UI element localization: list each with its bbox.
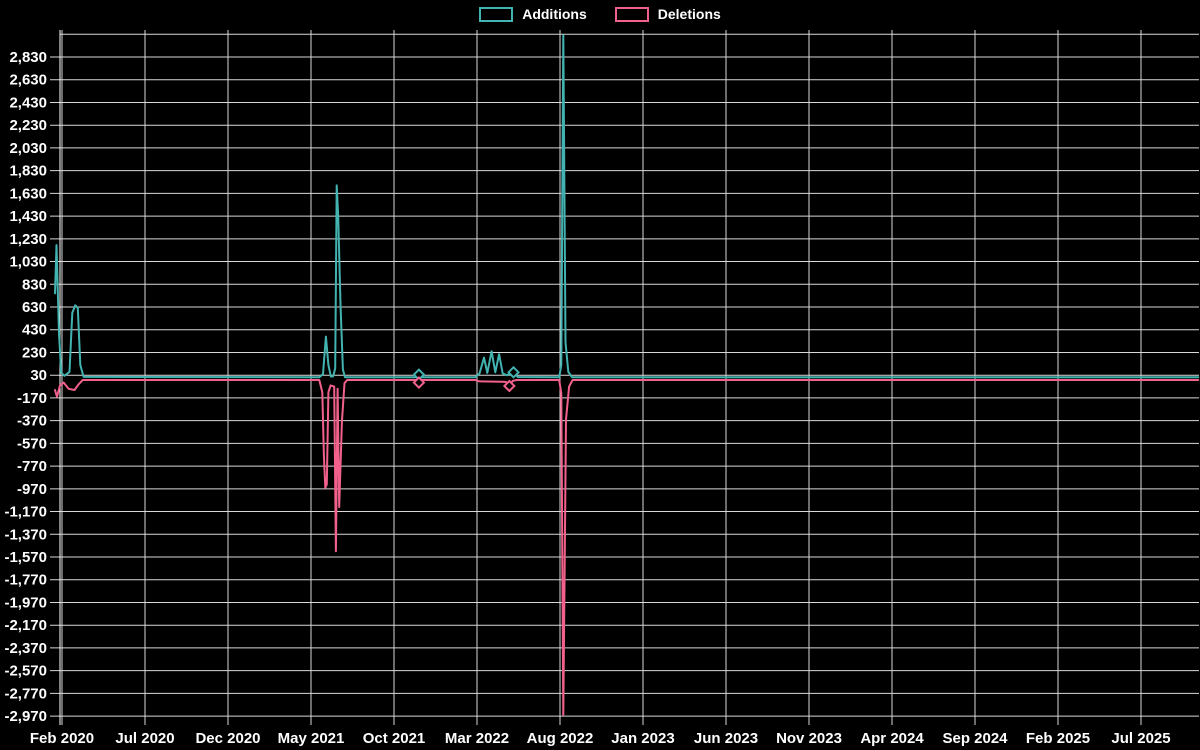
x-tick-label: Sep 2024 <box>942 730 1008 747</box>
x-tick-label: Oct 2021 <box>363 730 426 747</box>
y-tick-label: 2,830 <box>9 49 47 66</box>
legend-label-additions: Additions <box>522 6 587 22</box>
y-tick-label: -770 <box>17 458 47 475</box>
x-tick-label: Jun 2023 <box>694 730 758 747</box>
y-tick-label: 2,630 <box>9 72 47 89</box>
y-tick-label: -170 <box>17 390 47 407</box>
deletions-marker-icon <box>412 376 426 389</box>
y-tick-label: -2,970 <box>4 708 47 725</box>
x-tick-label: Nov 2023 <box>776 730 842 747</box>
x-axis-labels: Feb 2020 Jul 2020 Dec 2020 May 2021 Oct 2021… <box>30 730 1171 747</box>
y-tick-label: 2,030 <box>9 140 47 157</box>
y-tick-label: 1,030 <box>9 254 47 271</box>
additions-swatch-icon <box>479 6 514 22</box>
deletions-marker-icon <box>502 379 516 393</box>
y-tick-label: -2,570 <box>4 663 47 680</box>
y-tick-label: -1,370 <box>4 526 47 543</box>
additions-marker-icon <box>507 365 520 379</box>
x-tick-label: Jul 2020 <box>115 730 174 747</box>
y-tick-label: -1,170 <box>4 504 47 521</box>
y-tick-label: -370 <box>17 413 47 430</box>
x-tick-label: Mar 2022 <box>445 730 509 747</box>
y-tick-label: 430 <box>22 322 47 339</box>
y-tick-label: 230 <box>22 344 47 361</box>
legend-item-deletions[interactable]: Deletions <box>614 6 721 22</box>
x-tick-label: Jan 2023 <box>611 730 674 747</box>
legend-label-deletions: Deletions <box>657 6 721 22</box>
x-tick-label: May 2021 <box>278 730 345 747</box>
y-tick-label: -2,170 <box>4 617 47 634</box>
x-tick-label: Feb 2020 <box>30 730 94 747</box>
deletions-line <box>54 379 1200 716</box>
y-tick-label: -2,770 <box>4 685 47 702</box>
deletions-swatch-icon <box>614 6 649 22</box>
y-tick-label: 1,630 <box>9 185 47 202</box>
additions-line <box>54 34 1200 379</box>
y-tick-label: -1,970 <box>4 594 47 611</box>
y-axis-labels: 2,830 2,630 2,430 2,230 2,030 1,830 1,630 1,430… <box>4 49 47 725</box>
y-tick-label: -570 <box>17 435 47 452</box>
y-tick-label: -970 <box>17 481 47 498</box>
y-tick-label: 830 <box>22 276 47 293</box>
y-tick-label: 1,830 <box>9 163 47 180</box>
y-tick-label: 1,430 <box>9 208 47 225</box>
y-tick-label: 2,430 <box>9 94 47 111</box>
chart-legend: Additions Deletions <box>0 6 1200 22</box>
y-tick-label: -1,570 <box>4 549 47 566</box>
gridlines <box>50 30 1199 725</box>
y-tick-label: 630 <box>22 299 47 316</box>
y-tick-label: 30 <box>30 367 47 384</box>
y-tick-label: -1,770 <box>4 572 47 589</box>
x-tick-label: Feb 2025 <box>1026 730 1090 747</box>
x-tick-label: Dec 2020 <box>195 730 260 747</box>
x-tick-label: Apr 2024 <box>860 730 924 747</box>
x-tick-label: Aug 2022 <box>527 730 594 747</box>
y-tick-label: 1,230 <box>9 231 47 248</box>
x-tick-label: Jul 2025 <box>1111 730 1170 747</box>
y-tick-label: 2,230 <box>9 117 47 134</box>
y-tick-label: -2,370 <box>4 640 47 657</box>
legend-item-additions[interactable]: Additions <box>479 6 587 22</box>
